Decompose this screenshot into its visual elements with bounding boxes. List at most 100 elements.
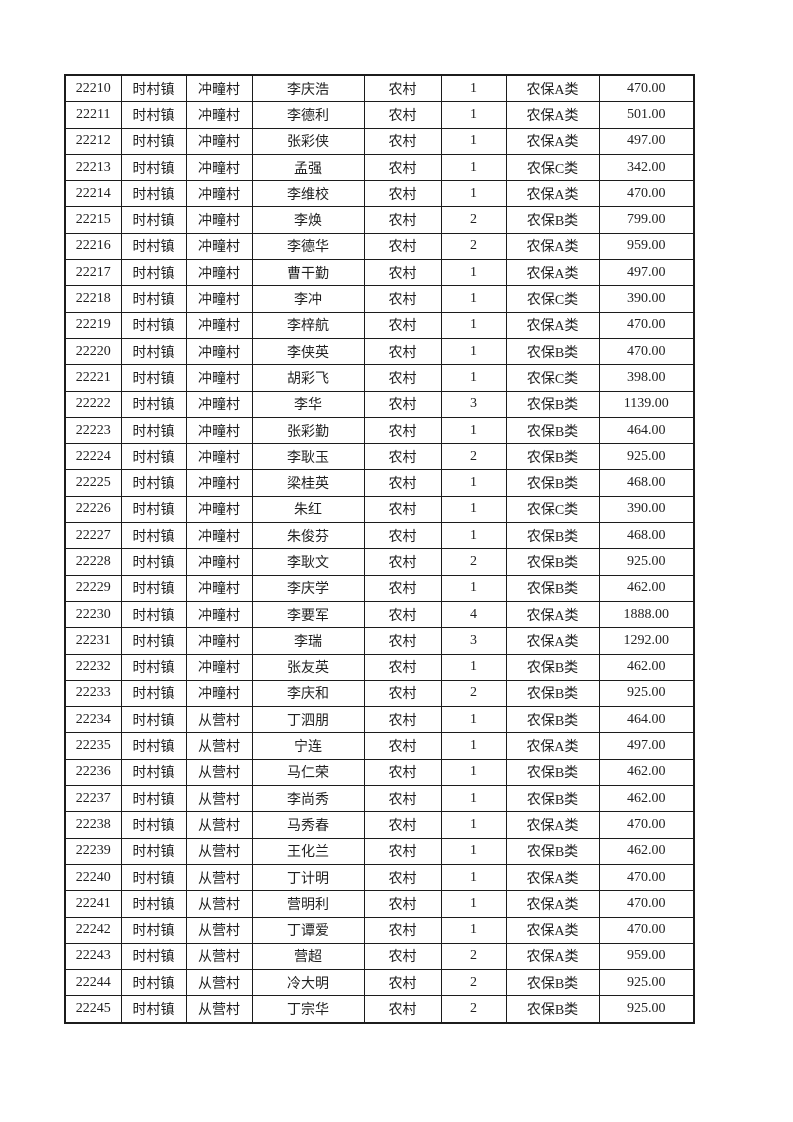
- cell-record-id: 22235: [64, 732, 122, 760]
- cell-village: 冲疃村: [185, 548, 253, 576]
- table-row: 22210 时村镇 冲疃村 李庆浩 农村 1 农保A类 470.00: [64, 74, 695, 103]
- table-row: 22237 时村镇 从营村 李尚秀 农村 1 农保B类 462.00: [64, 785, 695, 813]
- cell-record-id: 22210: [64, 74, 122, 103]
- cell-town: 时村镇: [120, 74, 187, 103]
- cell-village: 冲疃村: [185, 574, 253, 602]
- cell-person-count: 1: [440, 785, 507, 813]
- table-row: 22225 时村镇 冲疃村 梁桂英 农村 1 农保B类 468.00: [64, 469, 695, 497]
- cell-person-count: 1: [440, 863, 507, 892]
- table-row: 22234 时村镇 从营村 丁泗朋 农村 1 农保B类 464.00: [64, 706, 695, 734]
- cell-insurance-category: 农保B类: [505, 574, 600, 602]
- cell-record-id: 22245: [64, 995, 122, 1024]
- table-row: 22238 时村镇 从营村 马秀春 农村 1 农保A类 470.00: [64, 811, 695, 839]
- cell-amount: 1292.00: [598, 627, 695, 655]
- cell-person-name: 孟强: [251, 153, 365, 182]
- cell-town: 时村镇: [120, 653, 187, 681]
- cell-residence-type: 农村: [363, 522, 442, 550]
- cell-amount: 925.00: [598, 443, 695, 471]
- cell-record-id: 22241: [64, 890, 122, 918]
- table-row: 22241 时村镇 从营村 营明利 农村 1 农保A类 470.00: [64, 890, 695, 918]
- cell-person-name: 张友英: [251, 653, 365, 681]
- cell-person-name: 李庆浩: [251, 74, 365, 103]
- cell-person-name: 李庆和: [251, 679, 365, 708]
- cell-insurance-category: 农保A类: [505, 627, 600, 655]
- cell-person-count: 1: [440, 706, 507, 734]
- cell-person-name: 梁桂英: [251, 469, 365, 497]
- cell-town: 时村镇: [120, 311, 187, 339]
- cell-residence-type: 农村: [363, 785, 442, 813]
- cell-village: 冲疃村: [185, 101, 253, 129]
- cell-amount: 959.00: [598, 232, 695, 261]
- cell-village: 冲疃村: [185, 469, 253, 497]
- cell-amount: 470.00: [598, 337, 695, 366]
- cell-person-name: 马仁荣: [251, 758, 365, 787]
- cell-record-id: 22232: [64, 653, 122, 681]
- cell-residence-type: 农村: [363, 916, 442, 944]
- cell-person-count: 1: [440, 180, 507, 208]
- cell-person-count: 1: [440, 916, 507, 944]
- cell-record-id: 22211: [64, 101, 122, 129]
- cell-town: 时村镇: [120, 364, 187, 392]
- cell-residence-type: 农村: [363, 74, 442, 103]
- cell-amount: 1888.00: [598, 600, 695, 629]
- cell-residence-type: 农村: [363, 627, 442, 655]
- table-row: 22226 时村镇 冲疃村 朱红 农村 1 农保C类 390.00: [64, 495, 695, 524]
- cell-town: 时村镇: [120, 390, 187, 418]
- cell-record-id: 22213: [64, 153, 122, 182]
- cell-record-id: 22219: [64, 311, 122, 339]
- cell-residence-type: 农村: [363, 259, 442, 287]
- cell-village: 冲疃村: [185, 259, 253, 287]
- cell-village: 从营村: [185, 811, 253, 839]
- cell-town: 时村镇: [120, 995, 187, 1024]
- cell-insurance-category: 农保C类: [505, 153, 600, 182]
- cell-person-name: 李焕: [251, 206, 365, 234]
- cell-person-name: 朱俊芬: [251, 522, 365, 550]
- cell-insurance-category: 农保B类: [505, 837, 600, 865]
- cell-person-name: 李要军: [251, 600, 365, 629]
- cell-insurance-category: 农保A类: [505, 232, 600, 261]
- cell-person-count: 1: [440, 732, 507, 760]
- cell-insurance-category: 农保A类: [505, 863, 600, 892]
- cell-residence-type: 农村: [363, 732, 442, 760]
- cell-town: 时村镇: [120, 259, 187, 287]
- cell-amount: 501.00: [598, 101, 695, 129]
- cell-person-name: 李梓航: [251, 311, 365, 339]
- cell-person-count: 2: [440, 548, 507, 576]
- cell-insurance-category: 农保C类: [505, 495, 600, 524]
- cell-person-name: 丁谭爱: [251, 916, 365, 944]
- cell-insurance-category: 农保A类: [505, 259, 600, 287]
- cell-amount: 462.00: [598, 574, 695, 602]
- cell-village: 冲疃村: [185, 127, 253, 155]
- cell-town: 时村镇: [120, 890, 187, 918]
- cell-insurance-category: 农保B类: [505, 995, 600, 1024]
- cell-residence-type: 农村: [363, 495, 442, 524]
- cell-amount: 470.00: [598, 863, 695, 892]
- cell-amount: 462.00: [598, 758, 695, 787]
- table-row: 22216 时村镇 冲疃村 李德华 农村 2 农保A类 959.00: [64, 232, 695, 261]
- cell-residence-type: 农村: [363, 101, 442, 129]
- cell-town: 时村镇: [120, 495, 187, 524]
- cell-person-name: 李耿玉: [251, 443, 365, 471]
- cell-town: 时村镇: [120, 863, 187, 892]
- cell-amount: 464.00: [598, 416, 695, 445]
- cell-record-id: 22229: [64, 574, 122, 602]
- cell-residence-type: 农村: [363, 653, 442, 681]
- cell-village: 从营村: [185, 758, 253, 787]
- cell-insurance-category: 农保A类: [505, 600, 600, 629]
- cell-person-name: 李华: [251, 390, 365, 418]
- cell-town: 时村镇: [120, 469, 187, 497]
- cell-amount: 925.00: [598, 548, 695, 576]
- table-row: 22229 时村镇 冲疃村 李庆学 农村 1 农保B类 462.00: [64, 574, 695, 602]
- cell-person-count: 1: [440, 153, 507, 182]
- table-row: 22230 时村镇 冲疃村 李要军 农村 4 农保A类 1888.00: [64, 600, 695, 629]
- cell-town: 时村镇: [120, 942, 187, 971]
- cell-record-id: 22214: [64, 180, 122, 208]
- cell-village: 从营村: [185, 890, 253, 918]
- cell-village: 冲疃村: [185, 180, 253, 208]
- cell-insurance-category: 农保C类: [505, 364, 600, 392]
- cell-person-name: 曹干勤: [251, 259, 365, 287]
- cell-amount: 462.00: [598, 653, 695, 681]
- cell-village: 冲疃村: [185, 206, 253, 234]
- cell-person-count: 4: [440, 600, 507, 629]
- cell-record-id: 22239: [64, 837, 122, 865]
